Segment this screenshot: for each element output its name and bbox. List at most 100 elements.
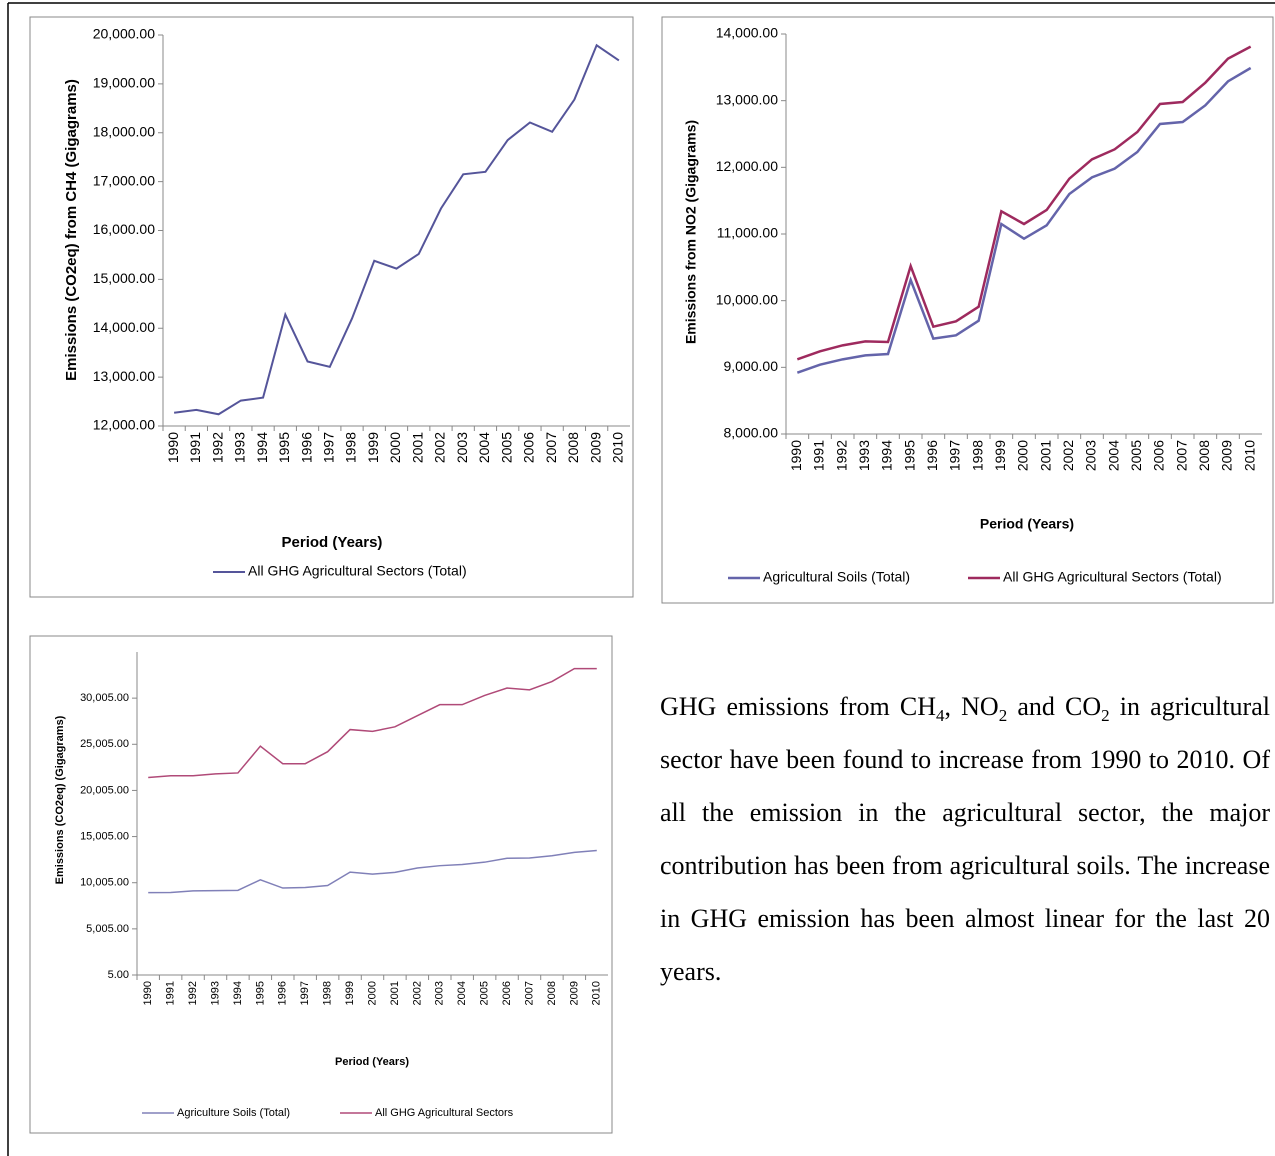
- y-axis-title: Emissions from NO2 (Gigagrams): [683, 120, 699, 344]
- legend-label: All GHG Agricultural Sectors (Total): [1003, 569, 1222, 585]
- x-tick-label: 1996: [277, 981, 289, 1005]
- x-tick-label: 2000: [387, 432, 403, 463]
- x-tick-label: 2002: [411, 981, 423, 1005]
- y-tick-label: 15,000.00: [93, 270, 155, 286]
- text: and CO: [1007, 692, 1102, 721]
- y-tick-label: 11,000.00: [717, 225, 778, 241]
- x-tick-label: 2004: [1105, 440, 1121, 471]
- x-tick-label: 1999: [992, 440, 1008, 471]
- series-line: [148, 849, 597, 894]
- x-axis-title: Period (Years): [980, 516, 1074, 532]
- x-tick-label: 1994: [232, 981, 244, 1005]
- x-tick-label: 1992: [833, 440, 849, 471]
- x-tick-label: 2001: [389, 981, 401, 1005]
- y-tick-label: 12,000.00: [716, 158, 778, 174]
- series-line: [796, 45, 1252, 361]
- legend-label: Agricultural Soils (Total): [763, 569, 910, 585]
- x-tick-label: 2007: [1173, 440, 1189, 471]
- x-tick-label: 1990: [142, 981, 154, 1005]
- text: , NO: [944, 692, 999, 721]
- x-tick-label: 2006: [1151, 440, 1167, 471]
- x-tick-label: 2001: [409, 432, 425, 463]
- y-tick-label: 14,000.00: [716, 25, 778, 41]
- y-tick-label: 13,000.00: [716, 91, 778, 107]
- y-tick-label: 16,000.00: [93, 221, 155, 237]
- x-tick-label: 1991: [187, 432, 203, 463]
- x-tick-label: 2006: [501, 981, 513, 1005]
- x-tick-label: 2004: [476, 432, 492, 463]
- x-tick-label: 1996: [924, 440, 940, 471]
- y-tick-label: 5,005.00: [86, 923, 129, 935]
- y-tick-label: 8,000.00: [724, 425, 779, 441]
- text: in agricultural sector have been found t…: [660, 692, 1270, 986]
- x-tick-label: 1999: [365, 432, 381, 463]
- x-tick-label: 2009: [1219, 440, 1235, 471]
- y-tick-label: 19,000.00: [93, 75, 155, 91]
- x-tick-label: 2003: [454, 432, 470, 463]
- paragraph: GHG emissions from CH4, NO2 and CO2 in a…: [660, 680, 1270, 998]
- y-tick-label: 13,000.00: [93, 368, 155, 384]
- x-tick-label: 2010: [1241, 440, 1257, 471]
- y-axis-title: Emissions (CO2eq) from CH4 (Gigagrams): [63, 79, 80, 381]
- x-tick-label: 2005: [498, 432, 514, 463]
- series-line: [173, 43, 620, 416]
- x-axis-title: Period (Years): [335, 1056, 409, 1068]
- x-axis-title: Period (Years): [282, 534, 383, 551]
- y-tick-label: 20,005.00: [80, 784, 129, 796]
- subscript: 4: [935, 706, 945, 726]
- y-tick-label: 10,000.00: [716, 291, 778, 307]
- legend-label: All GHG Agricultural Sectors (Total): [248, 563, 467, 579]
- y-axis-title: Emissions (CO2eq) (Gigagrams): [54, 715, 66, 884]
- x-tick-label: 2005: [479, 981, 491, 1005]
- x-tick-label: 1992: [209, 432, 225, 463]
- y-tick-label: 5.00: [108, 969, 129, 981]
- x-tick-label: 2002: [1060, 440, 1076, 471]
- x-tick-label: 1995: [901, 440, 917, 471]
- x-tick-label: 2008: [1196, 440, 1212, 471]
- subscript: 2: [1101, 706, 1110, 726]
- chart-box: [661, 16, 1274, 604]
- x-tick-label: 1999: [344, 981, 356, 1005]
- x-tick-label: 1990: [165, 432, 181, 463]
- x-tick-label: 2008: [565, 432, 581, 463]
- x-tick-label: 1994: [879, 440, 895, 471]
- y-tick-label: 17,000.00: [93, 172, 155, 188]
- x-tick-label: 1995: [276, 432, 292, 463]
- x-tick-label: 2005: [1128, 440, 1144, 471]
- x-tick-label: 2000: [1015, 440, 1031, 471]
- x-tick-label: 2010: [591, 981, 603, 1005]
- x-tick-label: 1998: [969, 440, 985, 471]
- x-tick-label: 2002: [432, 432, 448, 463]
- x-tick-label: 2009: [587, 432, 603, 463]
- x-tick-label: 2003: [434, 981, 446, 1005]
- y-tick-label: 15,005.00: [80, 830, 129, 842]
- text: GHG emissions from CH: [660, 692, 936, 721]
- x-tick-label: 2006: [521, 432, 537, 463]
- x-tick-label: 2007: [523, 981, 535, 1005]
- subscript: 2: [998, 706, 1008, 726]
- x-tick-label: 1993: [856, 440, 872, 471]
- x-tick-label: 1991: [811, 440, 827, 471]
- x-tick-label: 2001: [1037, 440, 1053, 471]
- x-tick-label: 2010: [610, 432, 626, 463]
- x-tick-label: 1998: [343, 432, 359, 463]
- x-tick-label: 1996: [298, 432, 314, 463]
- x-tick-label: 2008: [546, 981, 558, 1005]
- x-tick-label: 1994: [254, 432, 270, 463]
- x-tick-label: 1998: [322, 981, 334, 1005]
- x-tick-label: 2009: [568, 981, 580, 1005]
- series-line: [148, 667, 597, 779]
- x-tick-label: 2007: [543, 432, 559, 463]
- x-tick-label: 2003: [1083, 440, 1099, 471]
- y-tick-label: 30,005.00: [80, 692, 129, 704]
- x-tick-label: 1993: [232, 432, 248, 463]
- x-tick-label: 2000: [366, 981, 378, 1005]
- y-tick-label: 9,000.00: [724, 358, 779, 374]
- x-tick-label: 1997: [320, 432, 336, 463]
- y-tick-label: 10,005.00: [80, 877, 129, 889]
- y-tick-label: 14,000.00: [93, 319, 155, 335]
- y-tick-label: 20,000.00: [93, 26, 155, 42]
- chart-box: [29, 16, 634, 598]
- y-tick-label: 12,000.00: [93, 417, 155, 433]
